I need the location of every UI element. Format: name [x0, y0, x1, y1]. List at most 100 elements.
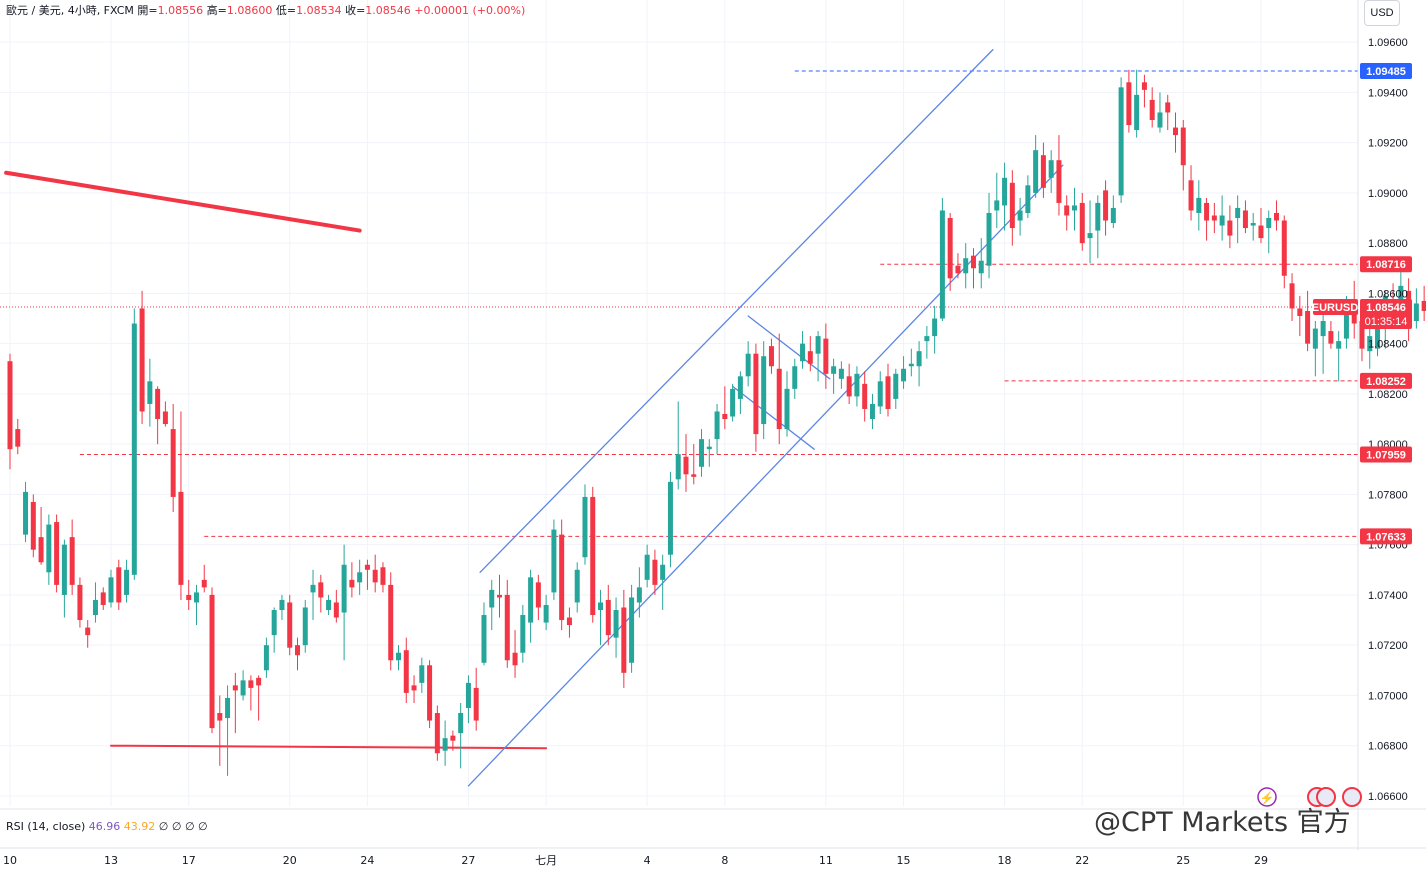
candle-body: [699, 439, 705, 467]
x-tick-label: 22: [1075, 854, 1089, 867]
candle-body: [240, 680, 246, 696]
symbol-header: 歐元 / 美元, 4小時, FXCM 開=1.08556 高=1.08600 低…: [6, 4, 526, 17]
candle-body: [893, 373, 899, 399]
candle-body: [675, 454, 681, 480]
candle: [349, 562, 355, 598]
candle-body: [1040, 155, 1046, 188]
candle-body: [730, 388, 736, 417]
x-tick-label: 29: [1254, 854, 1268, 867]
candle-body: [1343, 305, 1349, 339]
candle: [1079, 192, 1085, 251]
candle-body: [364, 564, 370, 570]
candle-body: [232, 685, 238, 691]
candle: [932, 305, 938, 354]
candle-body: [256, 677, 262, 686]
candle: [598, 589, 604, 646]
candle: [737, 371, 743, 414]
candle: [699, 429, 705, 477]
price-level-tag: [1360, 372, 1412, 389]
candle: [1297, 295, 1303, 337]
candle: [1095, 195, 1101, 259]
candle: [248, 675, 254, 711]
candle: [1336, 331, 1342, 382]
candle-body: [598, 602, 604, 610]
candle: [256, 675, 262, 721]
candle-body: [155, 388, 161, 420]
candle: [170, 403, 176, 512]
candle: [823, 323, 829, 389]
candle: [1134, 69, 1140, 138]
candle-body: [15, 429, 21, 447]
price-level-label: 1.07633: [1366, 531, 1406, 543]
candle: [947, 212, 953, 291]
candle: [854, 366, 860, 407]
currency-button[interactable]: USD: [1364, 0, 1400, 26]
candle-body: [838, 368, 844, 379]
candle-body: [1017, 210, 1023, 221]
candle-body: [1242, 210, 1248, 229]
candle-body: [1126, 82, 1132, 126]
y-tick-label: 1.08200: [1368, 389, 1408, 401]
candle-body: [1297, 308, 1303, 316]
candle: [629, 584, 635, 673]
trendline: [731, 385, 815, 450]
candle: [1413, 288, 1419, 329]
time-axis: 10 13 17 20 24 27 七月 4 8 11 15 18 22 25 29: [0, 808, 1426, 867]
candle: [543, 594, 549, 631]
close-value: 1.08546: [365, 4, 411, 17]
candle: [263, 637, 269, 678]
candle-body: [644, 554, 650, 580]
candle: [862, 371, 868, 422]
candle-body: [1095, 202, 1101, 231]
candle-body: [901, 368, 907, 382]
candle-body: [1110, 207, 1116, 224]
watermark: @CPT Markets 官方: [1094, 807, 1351, 838]
x-tick-label: 8: [721, 854, 728, 867]
candle: [333, 589, 339, 623]
candle: [636, 567, 642, 618]
candle-body: [551, 529, 557, 593]
symbol-tag-label: EURUSD: [1312, 302, 1359, 314]
candle-body: [458, 713, 464, 734]
candle: [1165, 94, 1171, 131]
candle-body: [116, 567, 122, 603]
x-tick-label: 24: [360, 854, 374, 867]
candle-body: [1398, 285, 1404, 306]
candle-body: [465, 682, 471, 708]
candle-body: [85, 627, 91, 636]
candle-body: [388, 584, 394, 661]
y-tick-label: 1.06600: [1368, 791, 1408, 803]
candle: [574, 562, 580, 613]
candle: [1064, 195, 1070, 231]
candle: [877, 371, 883, 414]
candle-body: [1033, 150, 1039, 193]
candle-body: [986, 212, 992, 266]
candle: [1305, 290, 1311, 352]
candle: [1033, 135, 1039, 198]
candle-body: [1413, 303, 1419, 322]
rsi-legend[interactable]: RSI (14, close) 46.96 43.92 ∅ ∅ ∅ ∅: [6, 820, 208, 833]
candle: [1219, 195, 1225, 241]
candle: [722, 386, 728, 430]
candle-body: [1281, 220, 1287, 276]
candle: [287, 594, 293, 656]
candle-body: [411, 685, 417, 691]
candle: [465, 675, 471, 724]
candle-body: [877, 381, 883, 407]
candle-body: [807, 351, 813, 364]
candle-body: [1351, 310, 1357, 324]
current-price-tag: [1360, 298, 1412, 329]
candle: [240, 670, 246, 701]
candle: [427, 660, 433, 729]
candle: [38, 506, 44, 565]
candle-body: [209, 594, 215, 729]
candle-body: [994, 200, 1000, 211]
candle-body: [1087, 233, 1093, 239]
candle: [434, 705, 440, 761]
candle: [800, 331, 806, 369]
y-tick-label: 1.09200: [1368, 138, 1408, 150]
candle: [706, 439, 712, 467]
candle: [116, 559, 122, 610]
candle: [1103, 180, 1109, 236]
